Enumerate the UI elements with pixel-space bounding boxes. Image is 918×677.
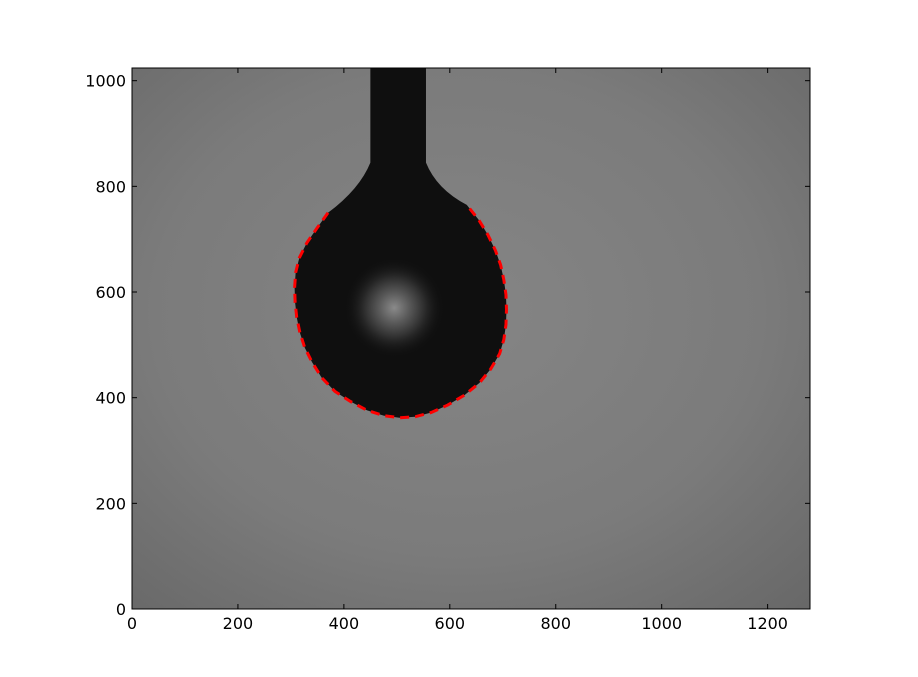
x-tick-label: 1200 [747,614,788,633]
x-tick-label: 600 [435,614,466,633]
y-tick-label: 600 [95,283,126,302]
x-tick-label: 400 [329,614,360,633]
y-tick-label: 1000 [85,72,126,91]
drop-highlight [343,257,445,359]
x-axis: 0 200 400 600 800 1000 1200 [127,68,788,633]
x-tick-label: 200 [223,614,254,633]
pendant-drop [294,68,507,418]
y-tick-label: 400 [95,389,126,408]
y-tick-label: 0 [116,600,126,619]
fitted-drop-contour [293,203,508,420]
y-axis: 0 200 400 600 800 1000 [85,72,810,619]
y-tick-label: 200 [95,494,126,513]
x-tick-label: 800 [540,614,571,633]
x-tick-label: 1000 [641,614,682,633]
x-tick-label: 0 [127,614,137,633]
plot-area [131,67,811,610]
plot-frame [131,67,811,610]
y-tick-label: 800 [95,177,126,196]
